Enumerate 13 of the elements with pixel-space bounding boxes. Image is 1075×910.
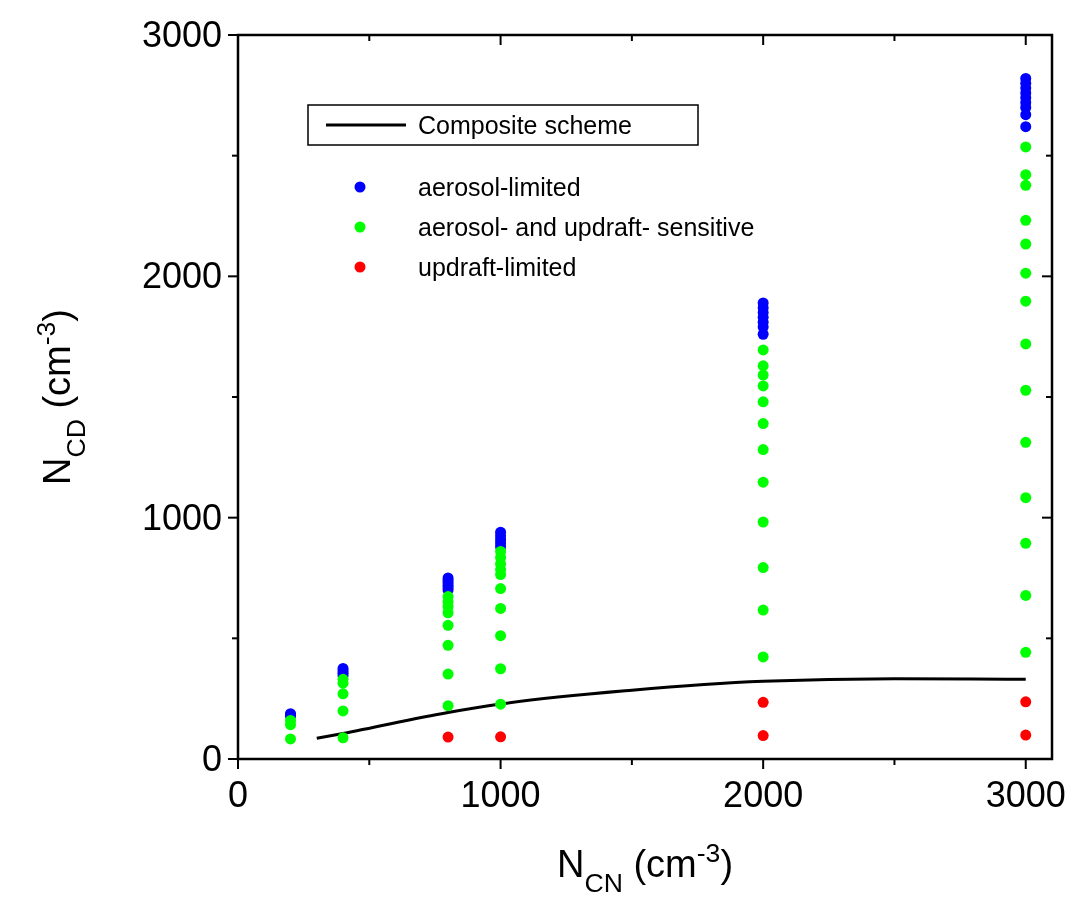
x-tick-label: 1000	[460, 774, 541, 815]
y-tick-label: 2000	[141, 255, 222, 297]
y-tick-label: 1000	[141, 496, 222, 538]
legend-label: Composite scheme	[418, 111, 632, 139]
x-axis-title: N$_{CN}$ (cm$^{-3}$)	[556, 838, 734, 898]
legend-label: aerosol- and updraft- sensitive	[418, 213, 755, 241]
x-tick-label: 2000	[723, 774, 804, 815]
y-tick-label: 0	[201, 738, 222, 779]
x-tick-label: 3000	[985, 774, 1066, 815]
x-tick-label: 0	[227, 774, 249, 815]
legend-label: updraft-limited	[418, 253, 577, 281]
y-tick-label: 3000	[141, 14, 222, 55]
legend-label: aerosol-limited	[418, 173, 581, 201]
